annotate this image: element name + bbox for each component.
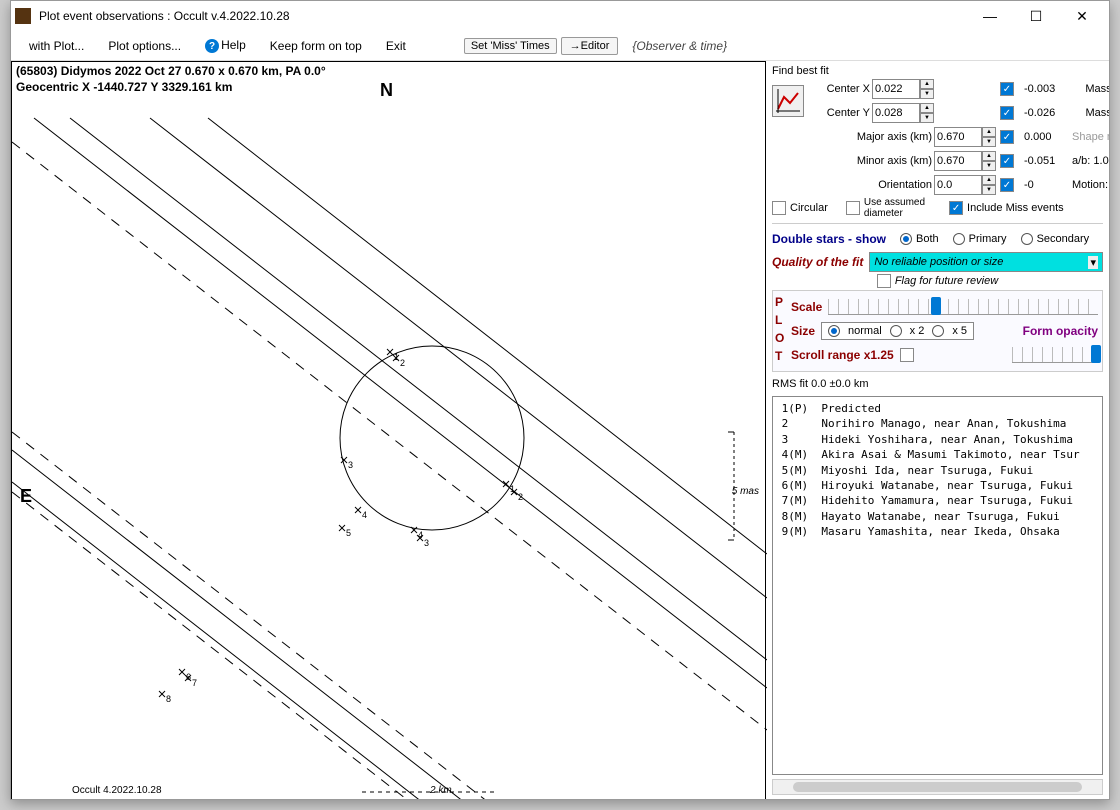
form-opacity-label: Form opacity — [1023, 324, 1098, 338]
orient-delta: -0 — [1024, 179, 1070, 191]
orient-input[interactable] — [934, 175, 982, 195]
double-stars-label: Double stars - show — [772, 232, 886, 246]
main-window: Plot event observations : Occult v.4.202… — [10, 0, 1110, 800]
scale-slider[interactable] — [828, 299, 1098, 315]
major-input[interactable] — [934, 127, 982, 147]
flag-review-check[interactable]: ✓ — [877, 274, 891, 288]
plot-mas-label: 5 mas — [732, 486, 759, 497]
massy-label: Mass Y — [1072, 107, 1109, 119]
scroll-range-label: Scroll range x1.25 — [791, 348, 894, 362]
include-miss-label: Include Miss events — [967, 202, 1064, 214]
minor-input[interactable] — [934, 151, 982, 171]
plot-area[interactable]: (65803) Didymos 2022 Oct 27 0.670 x 0.67… — [11, 61, 766, 799]
radio-size-x2[interactable] — [890, 325, 902, 337]
shape-model-label: Shape model — [1072, 131, 1109, 143]
minor-label: Minor axis (km) — [814, 155, 932, 167]
opacity-slider[interactable] — [1012, 347, 1098, 363]
centerx-down[interactable]: ▼ — [920, 89, 934, 99]
plot-canvas: 1231243456789 — [12, 62, 767, 799]
orient-label: Orientation — [814, 179, 932, 191]
major-lock-check[interactable]: ✓ — [1000, 130, 1014, 144]
use-assumed-check[interactable]: ✓ — [846, 201, 860, 215]
minor-lock-check[interactable]: ✓ — [1000, 154, 1014, 168]
svg-text:3: 3 — [424, 538, 429, 548]
massx-label: Mass X — [1072, 83, 1109, 95]
radio-size-x5[interactable] — [932, 325, 944, 337]
editor-button[interactable]: →Editor — [561, 37, 619, 55]
centerx-input[interactable] — [872, 79, 920, 99]
size-label: Size — [791, 324, 815, 338]
menu-help[interactable]: ?Help — [195, 34, 256, 58]
plot-controls: P L O T Scale Size normal x 2 x 5 Form — [772, 290, 1103, 372]
include-miss-check[interactable]: ✓ — [949, 201, 963, 215]
ab-dmag-label: a/b: 1.00, dMag: 0.00 — [1072, 155, 1109, 167]
centery-lock-check[interactable]: ✓ — [1000, 106, 1014, 120]
centerx-label: Center X — [814, 83, 870, 95]
minor-delta: -0.051 — [1024, 155, 1070, 167]
circular-label: Circular — [790, 202, 828, 214]
minimize-button[interactable]: — — [967, 1, 1013, 31]
centerx-delta: -0.003 — [1024, 83, 1070, 95]
svg-text:7: 7 — [192, 678, 197, 688]
orient-lock-check[interactable]: ✓ — [1000, 178, 1014, 192]
main-content: (65803) Didymos 2022 Oct 27 0.670 x 0.67… — [11, 61, 1109, 799]
svg-text:2: 2 — [400, 358, 405, 368]
major-label: Major axis (km) — [814, 131, 932, 143]
centery-delta: -0.026 — [1024, 107, 1070, 119]
major-delta: 0.000 — [1024, 131, 1070, 143]
centery-label: Center Y — [814, 107, 870, 119]
menu-bar: with Plot... Plot options... ?Help Keep … — [11, 31, 1109, 61]
rms-label: RMS fit 0.0 ±0.0 km — [772, 378, 1103, 390]
right-panel: Find best fit Center X ▲▼ ✓ -0.003 Mass … — [766, 61, 1109, 799]
menu-keep-on-top[interactable]: Keep form on top — [260, 35, 372, 57]
quality-select[interactable]: No reliable position or size — [869, 252, 1103, 272]
centerx-lock-check[interactable]: ✓ — [1000, 82, 1014, 96]
scale-label: Scale — [791, 300, 822, 314]
fit-graph-icon[interactable] — [772, 85, 804, 117]
use-assumed-label: Use assumed diameter — [864, 197, 925, 219]
plot-footer: Occult 4.2022.10.28 — [72, 785, 162, 796]
svg-text:5: 5 — [346, 528, 351, 538]
app-icon — [15, 8, 31, 24]
menu-exit[interactable]: Exit — [376, 35, 416, 57]
quality-label: Quality of the fit — [772, 255, 863, 269]
maximize-button[interactable]: ☐ — [1013, 1, 1059, 31]
observer-time-label[interactable]: {Observer & time} — [622, 35, 737, 57]
centerx-up[interactable]: ▲ — [920, 79, 934, 89]
plot-scale-label: 2 km — [430, 785, 452, 796]
svg-text:3: 3 — [348, 460, 353, 470]
title-bar[interactable]: Plot event observations : Occult v.4.202… — [11, 1, 1109, 31]
observers-hscroll[interactable] — [772, 779, 1103, 795]
flag-review-label: Flag for future review — [895, 275, 998, 287]
svg-text:4: 4 — [362, 510, 367, 520]
find-best-fit-label: Find best fit — [772, 65, 1103, 77]
set-miss-button[interactable]: Set 'Miss' Times — [464, 38, 557, 54]
centery-input[interactable] — [872, 103, 920, 123]
close-button[interactable]: ✕ — [1059, 1, 1105, 31]
scroll-range-check[interactable]: ✓ — [900, 348, 914, 362]
help-icon: ? — [205, 39, 219, 53]
radio-size-normal[interactable] — [828, 325, 840, 337]
radio-primary[interactable] — [953, 233, 965, 245]
svg-text:8: 8 — [166, 694, 171, 704]
circular-check[interactable]: ✓ — [772, 201, 786, 215]
menu-plot-options[interactable]: Plot options... — [98, 35, 191, 57]
window-title: Plot event observations : Occult v.4.202… — [39, 9, 967, 23]
radio-both[interactable] — [900, 233, 912, 245]
radio-secondary[interactable] — [1021, 233, 1033, 245]
motion-label: Motion: 3.56 km/s — [1072, 179, 1109, 191]
observers-list[interactable]: 1(P) Predicted 2 Norihiro Manago, near A… — [772, 396, 1103, 775]
svg-text:2: 2 — [518, 492, 523, 502]
menu-with-plot[interactable]: with Plot... — [19, 35, 94, 57]
